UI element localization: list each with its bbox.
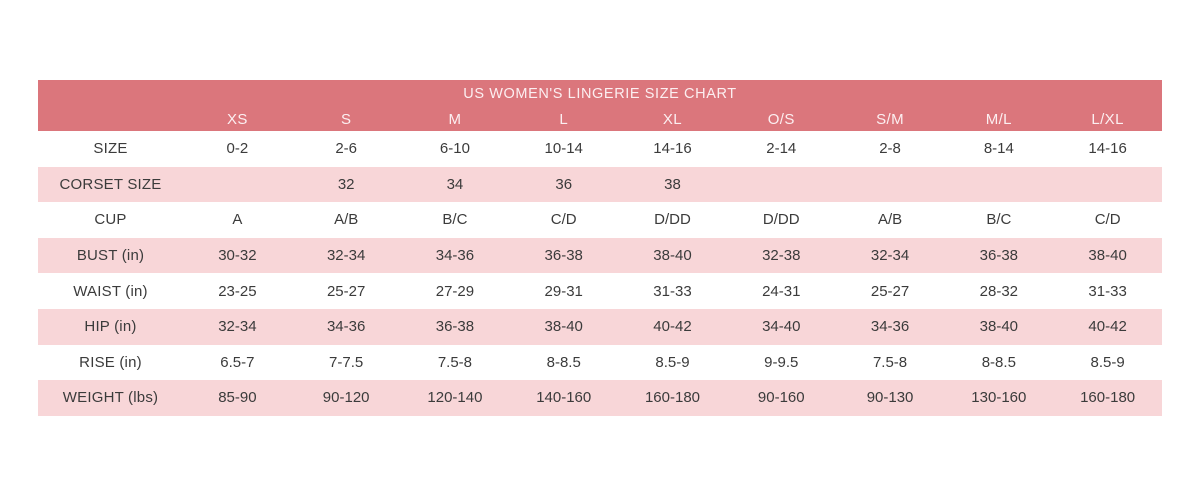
table-cell: 25-27 [326, 282, 366, 300]
table-row-corset-size: CORSET SIZE 32 34 36 38 [38, 166, 1162, 203]
table-cell: 40-42 [1088, 318, 1127, 336]
row-label: BUST (in) [76, 247, 145, 265]
column-header-xl: XL [662, 110, 683, 128]
table-cell: 34-36 [870, 318, 910, 336]
table-cell: 36-38 [544, 247, 583, 265]
table-cell: 32-38 [762, 247, 801, 265]
table-cell: 160-180 [1080, 389, 1136, 407]
table-cell: 7-7.5 [329, 353, 364, 371]
table-cell: 8.5-9 [655, 353, 690, 371]
table-cell: 34-36 [435, 247, 475, 265]
table-cell: 160-180 [644, 389, 701, 407]
table-row-cup: CUP A A/B B/C C/D D/DD D/DD A/B B/C C/D [38, 202, 1162, 238]
table-cell: 34-36 [326, 318, 366, 336]
row-label: HIP (in) [84, 318, 137, 336]
table-cell: B/C [986, 211, 1012, 229]
table-cell: 6-10 [439, 140, 470, 158]
table-row-size: SIZE 0-2 2-6 6-10 10-14 14-16 2-14 2-8 8… [38, 131, 1162, 167]
table-row-rise: RISE (in) 6.5-7 7-7.5 7.5-8 8-8.5 8.5-9 … [38, 344, 1162, 381]
table-cell: 38 [664, 175, 681, 193]
column-header-l: L [559, 110, 569, 128]
table-cell: 32-34 [870, 247, 910, 265]
table-cell: A [232, 211, 243, 229]
column-header-ml: M/L [985, 110, 1012, 128]
column-header-xs: XS [226, 110, 248, 128]
table-cell: 34 [446, 175, 464, 193]
row-label: RISE (in) [79, 353, 142, 371]
column-header-os: O/S [767, 110, 795, 128]
table-cell: 36-38 [979, 247, 1019, 265]
table-cell: 29-31 [544, 282, 583, 300]
size-chart-table: US WOMEN'S LINGERIE SIZE CHART XS S M L … [38, 80, 1162, 416]
table-cell: 8.5-9 [1090, 353, 1125, 371]
table-cell: 40-42 [653, 318, 692, 336]
table-cell: D/DD [654, 211, 691, 229]
table-cell: 8-8.5 [981, 353, 1016, 371]
table-title: US WOMEN'S LINGERIE SIZE CHART [463, 86, 737, 102]
column-header-s: S [340, 110, 352, 128]
column-header-sm: S/M [876, 110, 904, 128]
table-cell: 8-8.5 [546, 353, 581, 371]
table-row-weight: WEIGHT (lbs) 85-90 90-120 120-140 140-16… [38, 380, 1162, 416]
table-cell: 7.5-8 [872, 353, 908, 371]
table-row-bust: BUST (in) 30-32 32-34 34-36 36-38 38-40 … [38, 237, 1162, 274]
table-cell: A/B [334, 211, 359, 229]
table-cell: 10-14 [544, 140, 583, 158]
table-cell: 2-8 [879, 140, 901, 158]
table-header: US WOMEN'S LINGERIE SIZE CHART XS S M L … [38, 80, 1162, 131]
table-cell: 130-160 [971, 389, 1027, 407]
table-cell: 38-40 [979, 318, 1019, 336]
table-cell: 38-40 [1088, 247, 1127, 265]
table-cell: 25-27 [870, 282, 910, 300]
table-cell: 9-9.5 [764, 353, 799, 371]
table-cell: 14-16 [1088, 140, 1127, 158]
table-cell: 24-31 [762, 282, 801, 300]
row-label: SIZE [93, 140, 128, 158]
table-cell: 23-25 [218, 282, 257, 300]
table-cell: D/DD [762, 211, 800, 229]
table-cell: 28-32 [979, 282, 1019, 300]
table-cell: 31-33 [1088, 282, 1127, 300]
table-cell: 32 [337, 175, 355, 193]
table-cell: 90-160 [757, 389, 805, 407]
table-cell: 90-130 [866, 389, 914, 407]
row-label: WAIST (in) [73, 282, 148, 300]
table-cell: 30-32 [218, 247, 257, 265]
table-cell: 0-2 [226, 140, 249, 158]
table-cell: 7.5-8 [437, 353, 473, 371]
table-cell: 140-160 [536, 389, 592, 407]
table-cell: 120-140 [427, 389, 483, 407]
table-cell: 90-120 [322, 389, 370, 407]
row-label: CUP [94, 211, 127, 229]
table-cell: A/B [877, 211, 903, 229]
row-label: WEIGHT (lbs) [62, 389, 159, 407]
table-cell: 2-6 [335, 140, 357, 158]
table-cell: 6.5-7 [220, 353, 255, 371]
table-cell: C/D [1094, 211, 1121, 229]
table-cell: 32-34 [218, 318, 257, 336]
table-cell: C/D [550, 211, 577, 229]
table-cell: 8-14 [983, 140, 1014, 158]
table-cell: 2-14 [766, 140, 797, 158]
table-cell: 85-90 [218, 389, 257, 407]
table-cell: 34-40 [762, 318, 801, 336]
table-cell: 14-16 [653, 140, 692, 158]
column-header-lxl: L/XL [1091, 110, 1124, 128]
column-header-row: XS S M L XL O/S S/M M/L L/XL [38, 107, 1162, 131]
row-label: CORSET SIZE [59, 175, 162, 193]
table-cell: 31-33 [653, 282, 692, 300]
table-cell: 36-38 [435, 318, 475, 336]
table-row-waist: WAIST (in) 23-25 25-27 27-29 29-31 31-33… [38, 273, 1162, 309]
table-cell: 38-40 [544, 318, 583, 336]
table-row-hip: HIP (in) 32-34 34-36 36-38 38-40 40-42 3… [38, 308, 1162, 345]
table-cell: 32-34 [326, 247, 366, 265]
column-header-m: M [448, 110, 462, 128]
table-cell: 38-40 [653, 247, 692, 265]
table-cell: 36 [555, 175, 573, 193]
table-cell: 27-29 [435, 282, 475, 300]
table-cell: B/C [442, 211, 468, 229]
